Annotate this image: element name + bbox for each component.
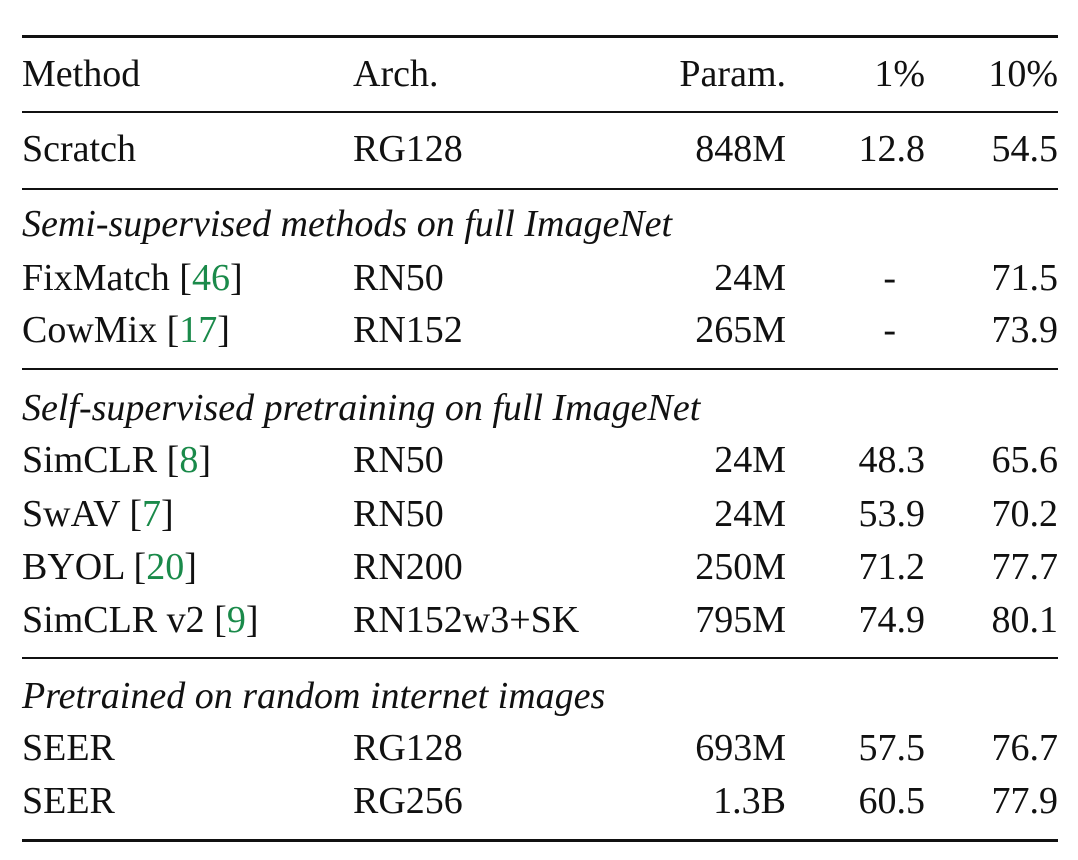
row-param: 1.3B	[713, 780, 786, 822]
table-row: FixMatch [46] RN50 24M - 71.5	[22, 252, 1058, 304]
row-10pct: 76.7	[991, 727, 1059, 769]
row-arch: RG256	[353, 780, 463, 822]
row-method: FixMatch [46]	[22, 257, 243, 299]
row-10pct: 80.1	[991, 599, 1059, 641]
row-arch: RN50	[353, 439, 444, 481]
citation-link[interactable]: 8	[179, 439, 199, 481]
row-arch: RN152	[353, 309, 463, 351]
section-rule	[22, 188, 1058, 190]
row-arch: RN152w3+SK	[353, 599, 580, 641]
bottom-rule	[22, 839, 1058, 842]
row-10pct: 77.7	[991, 546, 1059, 588]
table-row: SEER RG256 1.3B 60.5 77.9	[22, 775, 1058, 827]
row-arch: RN50	[353, 257, 444, 299]
citation-link[interactable]: 17	[179, 309, 218, 351]
row-method: SEER	[22, 727, 115, 769]
row-10pct: 71.5	[991, 257, 1059, 299]
row-arch: RN200	[353, 546, 463, 588]
row-1pct: 60.5	[858, 780, 926, 822]
header-method: Method	[22, 53, 141, 95]
table-row: SEER RG128 693M 57.5 76.7	[22, 722, 1058, 774]
row-method: SimCLR [8]	[22, 439, 211, 481]
header-row: Method Arch. Param. 1% 10%	[22, 48, 1058, 100]
section-rule	[22, 368, 1058, 370]
table-row: CowMix [17] RN152 265M - 73.9	[22, 304, 1058, 356]
table-row: BYOL [20] RN200 250M 71.2 77.7	[22, 541, 1058, 593]
section-title: Self-supervised pretraining on full Imag…	[22, 387, 701, 429]
header-1pct: 1%	[874, 53, 925, 95]
row-1pct: 57.5	[858, 727, 926, 769]
row-method: CowMix [17]	[22, 309, 230, 351]
row-param: 250M	[695, 546, 786, 588]
row-method: SEER	[22, 780, 115, 822]
section-title: Semi-supervised methods on full ImageNet	[22, 203, 673, 245]
row-param: 693M	[695, 727, 786, 769]
table-row: SwAV [7] RN50 24M 53.9 70.2	[22, 488, 1058, 540]
table-row: SimCLR [8] RN50 24M 48.3 65.6	[22, 434, 1058, 486]
row-method: SwAV [7]	[22, 493, 174, 535]
row-1pct: -	[883, 257, 896, 299]
row-param: 24M	[714, 439, 786, 481]
row-1pct: 74.9	[858, 599, 926, 641]
row-1pct: 12.8	[858, 128, 926, 170]
citation-link[interactable]: 9	[226, 599, 246, 641]
header-10pct: 10%	[988, 53, 1058, 95]
row-arch: RG128	[353, 128, 463, 170]
table-row: Scratch RG128 848M 12.8 54.5	[22, 123, 1058, 175]
row-method: SimCLR v2 [9]	[22, 599, 259, 641]
row-param: 265M	[695, 309, 786, 351]
row-1pct: 48.3	[858, 439, 926, 481]
row-arch: RN50	[353, 493, 444, 535]
row-param: 795M	[695, 599, 786, 641]
header-rule	[22, 111, 1058, 113]
top-rule	[22, 35, 1058, 38]
citation-link[interactable]: 20	[146, 546, 185, 588]
row-method: Scratch	[22, 128, 136, 170]
row-10pct: 77.9	[991, 780, 1059, 822]
row-10pct: 73.9	[991, 309, 1059, 351]
section-rule	[22, 657, 1058, 659]
row-method: BYOL [20]	[22, 546, 197, 588]
row-param: 24M	[714, 493, 786, 535]
citation-link[interactable]: 46	[191, 257, 230, 299]
header-arch: Arch.	[353, 53, 439, 95]
table-row: SimCLR v2 [9] RN152w3+SK 795M 74.9 80.1	[22, 594, 1058, 646]
row-param: 24M	[714, 257, 786, 299]
row-10pct: 65.6	[991, 439, 1059, 481]
row-1pct: -	[883, 309, 896, 351]
citation-link[interactable]: 7	[142, 493, 162, 535]
section-title: Pretrained on random internet images	[22, 675, 606, 717]
row-1pct: 53.9	[858, 493, 926, 535]
row-10pct: 54.5	[991, 128, 1059, 170]
row-arch: RG128	[353, 727, 463, 769]
row-10pct: 70.2	[991, 493, 1059, 535]
row-1pct: 71.2	[858, 546, 926, 588]
row-param: 848M	[695, 128, 786, 170]
header-param: Param.	[679, 53, 786, 95]
